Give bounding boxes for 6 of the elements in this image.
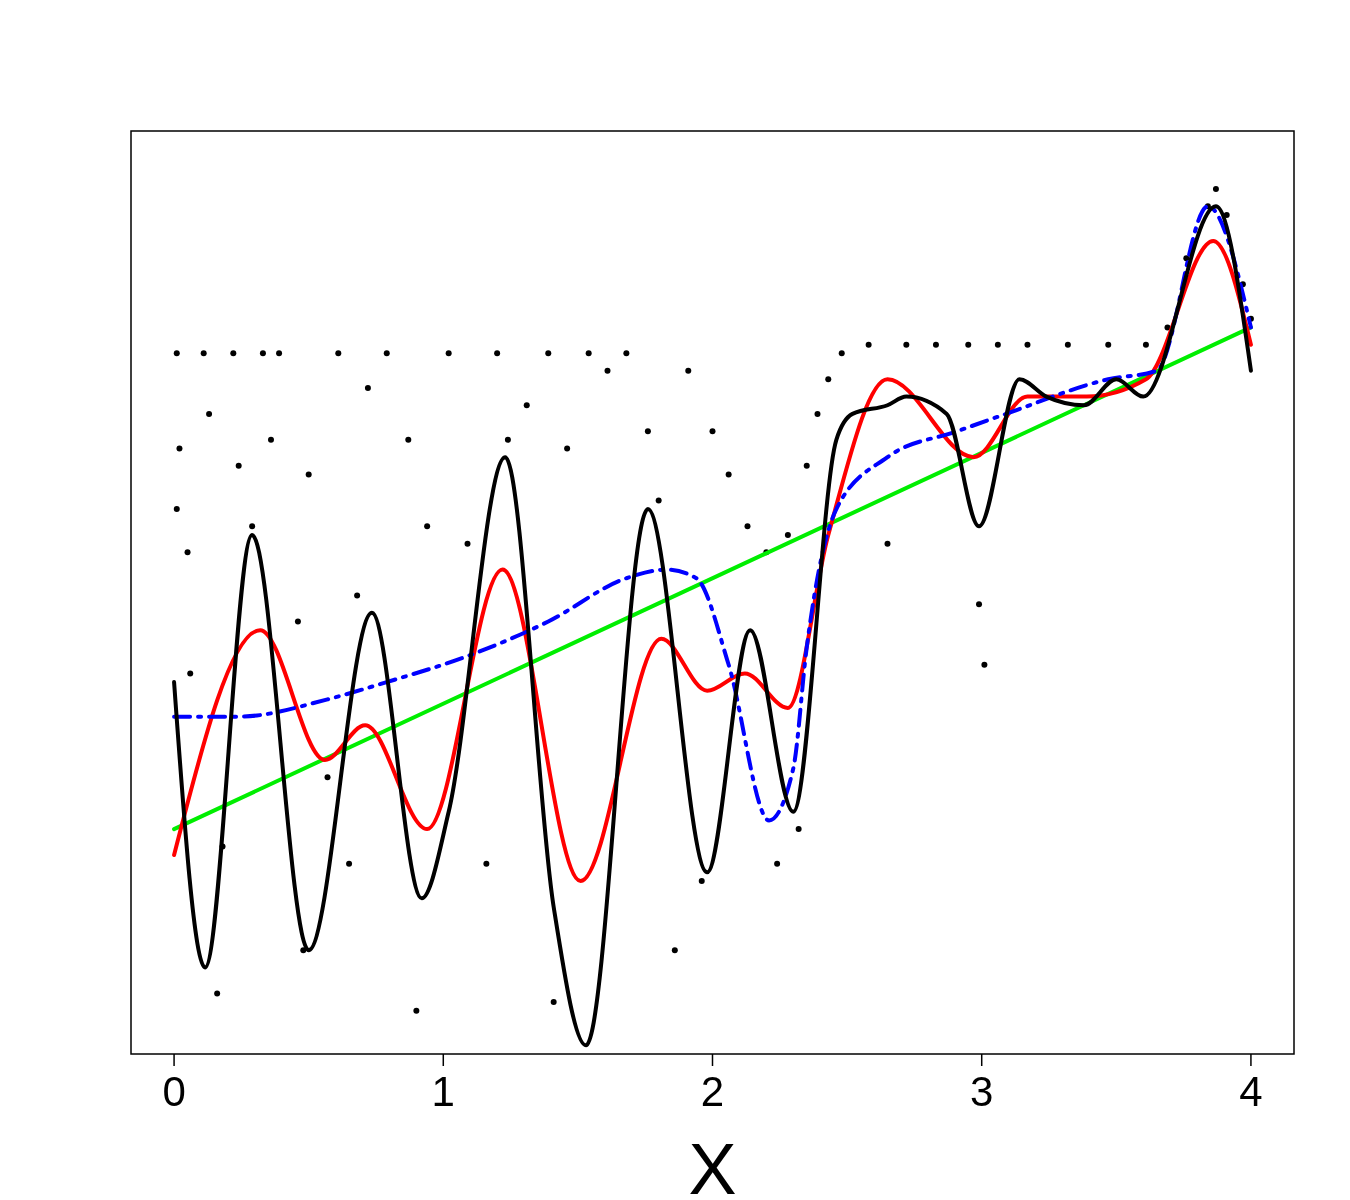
x-tick-label: 0 — [162, 1068, 186, 1115]
x-axis-title: X — [688, 1129, 737, 1200]
x-tick-label: 3 — [970, 1068, 994, 1115]
x-tick-label: 4 — [1239, 1068, 1263, 1115]
x-tick-label: 1 — [431, 1068, 455, 1115]
x-tick-label: 2 — [700, 1068, 725, 1115]
